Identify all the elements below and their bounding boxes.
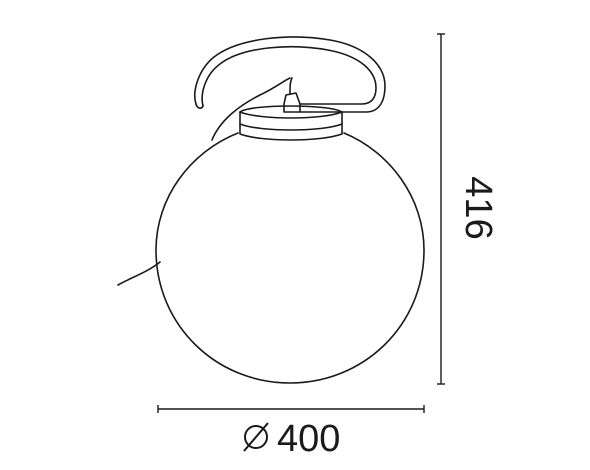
- hanging-hook: [194, 36, 386, 113]
- diameter-dimension: [157, 405, 425, 413]
- power-cord: [117, 261, 161, 286]
- lamp-figure: [117, 36, 425, 384]
- collar-top: [239, 105, 343, 113]
- hanging-hook-inner: [201, 45, 377, 107]
- plug-wire: [289, 77, 293, 95]
- cable-plug: [283, 92, 301, 113]
- diameter-symbol-icon: [243, 422, 269, 452]
- hook-cord: [211, 77, 291, 141]
- globe-sphere: [155, 132, 425, 384]
- diameter-dimension-label: 400: [277, 418, 340, 460]
- collar-rim: [239, 111, 343, 131]
- collar-base: [239, 123, 343, 141]
- hook-end-cap: [195, 103, 204, 109]
- height-dimension: [437, 33, 445, 385]
- height-dimension-label: 416: [457, 176, 499, 239]
